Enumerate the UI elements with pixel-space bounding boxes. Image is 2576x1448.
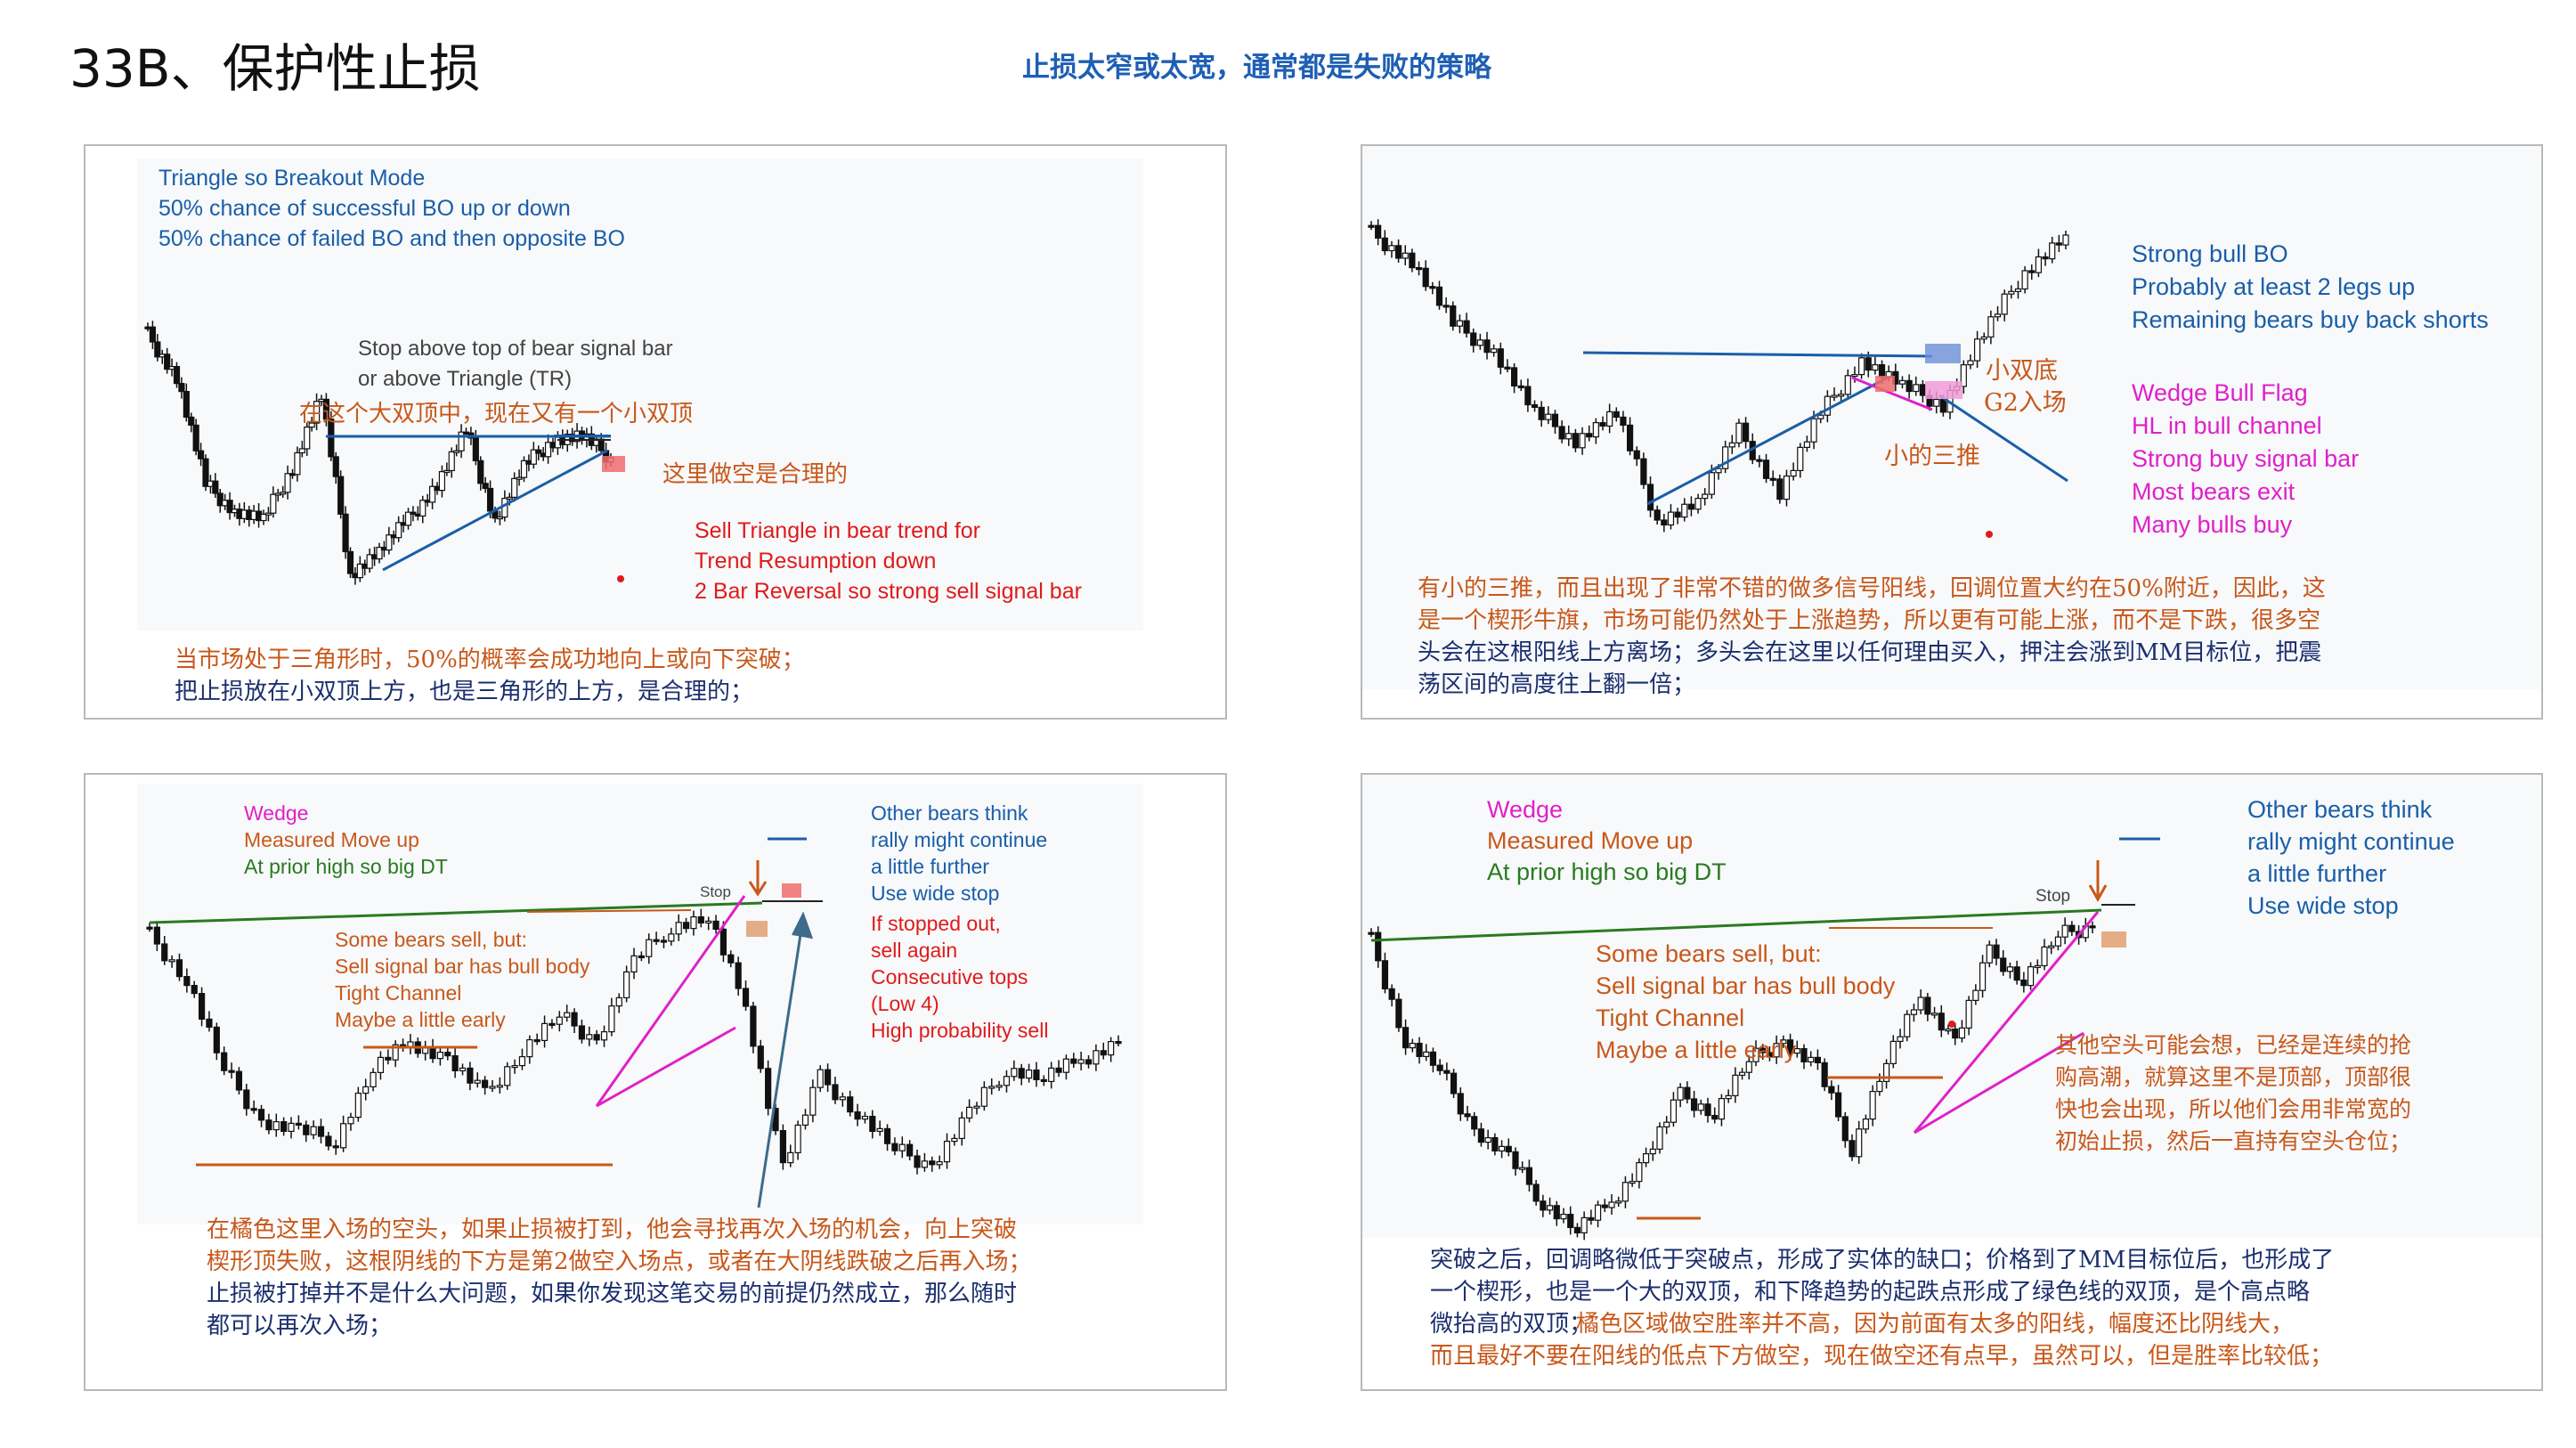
g2-entry-label: G2入场 (1984, 389, 2067, 417)
cn-note-1: 其他空头可能会想，已经是连续的抢 (2055, 1032, 2412, 1058)
other-bears-note-3: a little further (871, 855, 989, 878)
caption-line-3: 微抬高的双顶； (1430, 1311, 1593, 1338)
triangle-note-3: 50% chance of failed BO and then opposit… (158, 226, 625, 251)
bull-bo-note-3: Remaining bears buy back shorts (2132, 306, 2489, 333)
stopped-note-2: sell again (871, 939, 958, 962)
stop-note-1: Stop above top of bear signal bar (358, 337, 673, 361)
bears-note-1: Some bears sell, but: (1596, 940, 1822, 967)
prior-high-label: At prior high so big DT (1487, 858, 1727, 885)
caption-line-2: 一个楔形，也是一个大的双顶，和下降趋势的起跌点形成了绿色线的双顶，是个高点略 (1430, 1279, 2311, 1306)
caption-line-1: 当市场处于三角形时，50%的概率会成功地向上或向下突破； (175, 647, 805, 673)
bull-bo-note-2: Probably at least 2 legs up (2132, 273, 2416, 300)
stopped-note-4: (Low 4) (871, 992, 939, 1015)
other-bears-note-1: Other bears think (871, 801, 1028, 825)
page-subtitle: 止损太窄或太宽，通常都是失败的策略 (1022, 52, 1491, 84)
bears-note-4: Maybe a little early (335, 1008, 506, 1031)
stopped-note-5: High probability sell (871, 1019, 1049, 1042)
caption-line-4: 而且最好不要在阳线的低点下方做空，现在做空还有点早，虽然可以，但是胜率比较低； (1430, 1343, 2334, 1370)
caption-line-2: 楔形顶失败，这根阴线的下方是第2做空入场点，或者在大阴线跌破之后再入场； (207, 1249, 1032, 1275)
wedge-flag-note-2: HL in bull channel (2132, 412, 2322, 439)
wedge-flag-note-5: Many bulls buy (2132, 511, 2293, 538)
stopped-note-3: Consecutive tops (871, 965, 1028, 988)
chart-panel-4 (1368, 837, 2160, 1241)
chart-panel-2 (1368, 219, 2069, 538)
small-triangle-label: 小的三推 (1884, 443, 1980, 470)
wedge-flag-note-4: Most bears exit (2132, 478, 2296, 505)
caption-line-3: 头会在这根阳线上方离场；多头会在这里以任何理由买入，押注会涨到MM目标位，把震 (1418, 639, 2322, 666)
bears-note-2: Sell signal bar has bull body (335, 955, 590, 978)
wedge-flag-note-1: Wedge Bull Flag (2132, 379, 2308, 406)
bears-note-2: Sell signal bar has bull body (1596, 972, 1896, 999)
stop-label: Stop (2036, 887, 2071, 906)
triangle-note-2: 50% chance of successful BO up or down (158, 196, 571, 221)
page-title: 33B、保护性止损 (69, 38, 481, 99)
wedge-flag-note-3: Strong buy signal bar (2132, 445, 2360, 472)
bears-note-3: Tight Channel (1596, 1005, 1745, 1031)
measured-move-label: Measured Move up (244, 828, 419, 851)
caption-line-1: 在橘色这里入场的空头，如果止损被打到，他会寻找再次入场的机会，向上突破 (207, 1216, 1018, 1243)
caption-line-3: 止损被打掉并不是什么大问题，如果你发现这笔交易的前提仍然成立，那么随时 (207, 1281, 1018, 1307)
bull-bo-note-1: Strong bull BO (2132, 240, 2288, 267)
measured-move-label: Measured Move up (1487, 827, 1694, 854)
other-bears-note-4: Use wide stop (2247, 892, 2399, 919)
panel-wide-stop-left: Wedge Measured Move up At prior high so … (84, 773, 1227, 1391)
prior-high-label: At prior high so big DT (244, 855, 448, 878)
triangle-note-1: Triangle so Breakout Mode (158, 166, 426, 191)
stop-note-2: or above Triangle (TR) (358, 367, 573, 391)
sell-note-1: Sell Triangle in bear trend for (695, 518, 981, 543)
caption-line-4: 都可以再次入场； (207, 1313, 393, 1339)
panel-wedge-bull-flag: Strong bull BO Probably at least 2 legs … (1361, 144, 2543, 720)
wedge-label: Wedge (244, 801, 309, 825)
chart-panel-1 (144, 321, 625, 585)
panel-wide-stop-right: Wedge Measured Move up At prior high so … (1361, 773, 2543, 1391)
panel-triangle-stop: Triangle so Breakout Mode 50% chance of … (84, 144, 1227, 720)
caption-line-1: 有小的三推，而且出现了非常不错的做多信号阳线，回调位置大约在50%附近，因此，这 (1418, 575, 2326, 602)
sell-note-2: Trend Resumption down (695, 549, 937, 574)
other-bears-note-3: a little further (2247, 860, 2387, 887)
other-bears-note-2: rally might continue (871, 828, 1048, 851)
other-bears-note-4: Use wide stop (871, 882, 1000, 905)
cn-note-2: 购高潮，就算这里不是顶部，顶部很 (2055, 1064, 2412, 1090)
caption-line-2: 把止损放在小双顶上方，也是三角形的上方，是合理的； (175, 679, 754, 705)
double-top-label: 在这个大双顶中，现在又有一个小双顶 (299, 401, 694, 427)
bears-note-3: Tight Channel (335, 981, 462, 1005)
other-bears-note-2: rally might continue (2247, 828, 2455, 855)
cn-note-3: 快也会出现，所以他们会用非常宽的 (2055, 1096, 2412, 1122)
other-bears-note-1: Other bears think (2247, 796, 2433, 823)
double-bottom-label: 小双底 (1986, 357, 2058, 385)
chart-panel-3 (146, 837, 1122, 1208)
short-reasonable-label: 这里做空是合理的 (662, 461, 849, 488)
stopped-note-1: If stopped out, (871, 912, 1001, 935)
caption-line-3-orange: 橘色区域做空胜率并不高，因为前面有太多的阳线，幅度还比阴线大， (1576, 1311, 2295, 1338)
caption-line-1: 突破之后，回调略微低于突破点，形成了实体的缺口；价格到了MM目标位后，也形成了 (1430, 1247, 2335, 1273)
bears-note-4: Maybe a little early (1596, 1037, 1797, 1063)
wedge-label: Wedge (1487, 796, 1564, 823)
caption-line-4: 荡区间的高度往上翻一倍； (1418, 671, 1696, 698)
cn-note-4: 初始止损，然后一直持有空头仓位； (2055, 1128, 2412, 1154)
caption-line-2: 是一个楔形牛旗，市场可能仍然处于上涨趋势，所以更有可能上涨，而不是下跌，很多空 (1418, 607, 2321, 634)
sell-note-3: 2 Bar Reversal so strong sell signal bar (695, 579, 1082, 604)
stop-label: Stop (700, 883, 731, 900)
bears-note-1: Some bears sell, but: (335, 928, 528, 951)
